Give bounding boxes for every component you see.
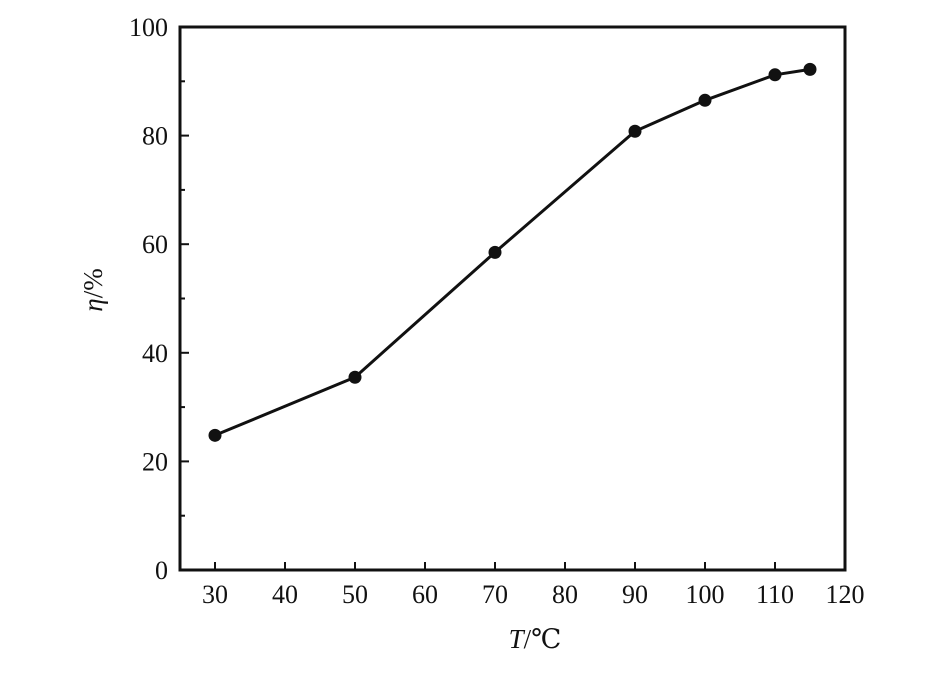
x-tick-label: 80 (552, 580, 578, 609)
data-point (488, 245, 502, 259)
x-axis-ticks: 30 40 50 60 70 80 90 100 110 120 (202, 562, 865, 609)
x-axis-label: T/℃ (509, 624, 562, 654)
y-axis-label: η/% (78, 268, 108, 311)
x-tick-label: 70 (482, 580, 508, 609)
y-tick-label: 80 (142, 122, 168, 151)
data-point (768, 68, 782, 82)
y-tick-label: 40 (142, 339, 168, 368)
plot-frame (178, 25, 847, 572)
y-tick-label: 100 (129, 13, 168, 42)
x-axis-label-unit: /℃ (524, 624, 562, 654)
y-tick-label: 60 (142, 230, 168, 259)
y-tick-label: 20 (142, 447, 168, 476)
series-layer (208, 62, 817, 442)
y-axis-ticks: 0 20 40 60 80 100 (129, 13, 189, 585)
y-axis-label-variable: η (78, 298, 108, 311)
y-axis-label-unit: /% (78, 268, 108, 298)
x-tick-label: 40 (272, 580, 298, 609)
data-point (803, 62, 817, 76)
x-axis-label-variable: T (509, 624, 526, 654)
x-tick-label: 120 (826, 580, 865, 609)
series-line (214, 67, 811, 437)
x-tick-label: 50 (342, 580, 368, 609)
data-point (628, 124, 642, 138)
y-tick-label: 0 (155, 556, 168, 585)
x-tick-label: 110 (756, 580, 794, 609)
x-tick-label: 30 (202, 580, 228, 609)
data-point (698, 93, 712, 107)
x-tick-label: 60 (412, 580, 438, 609)
data-point (208, 428, 222, 442)
x-tick-label: 90 (622, 580, 648, 609)
x-tick-label: 100 (686, 580, 725, 609)
data-point (348, 370, 362, 384)
